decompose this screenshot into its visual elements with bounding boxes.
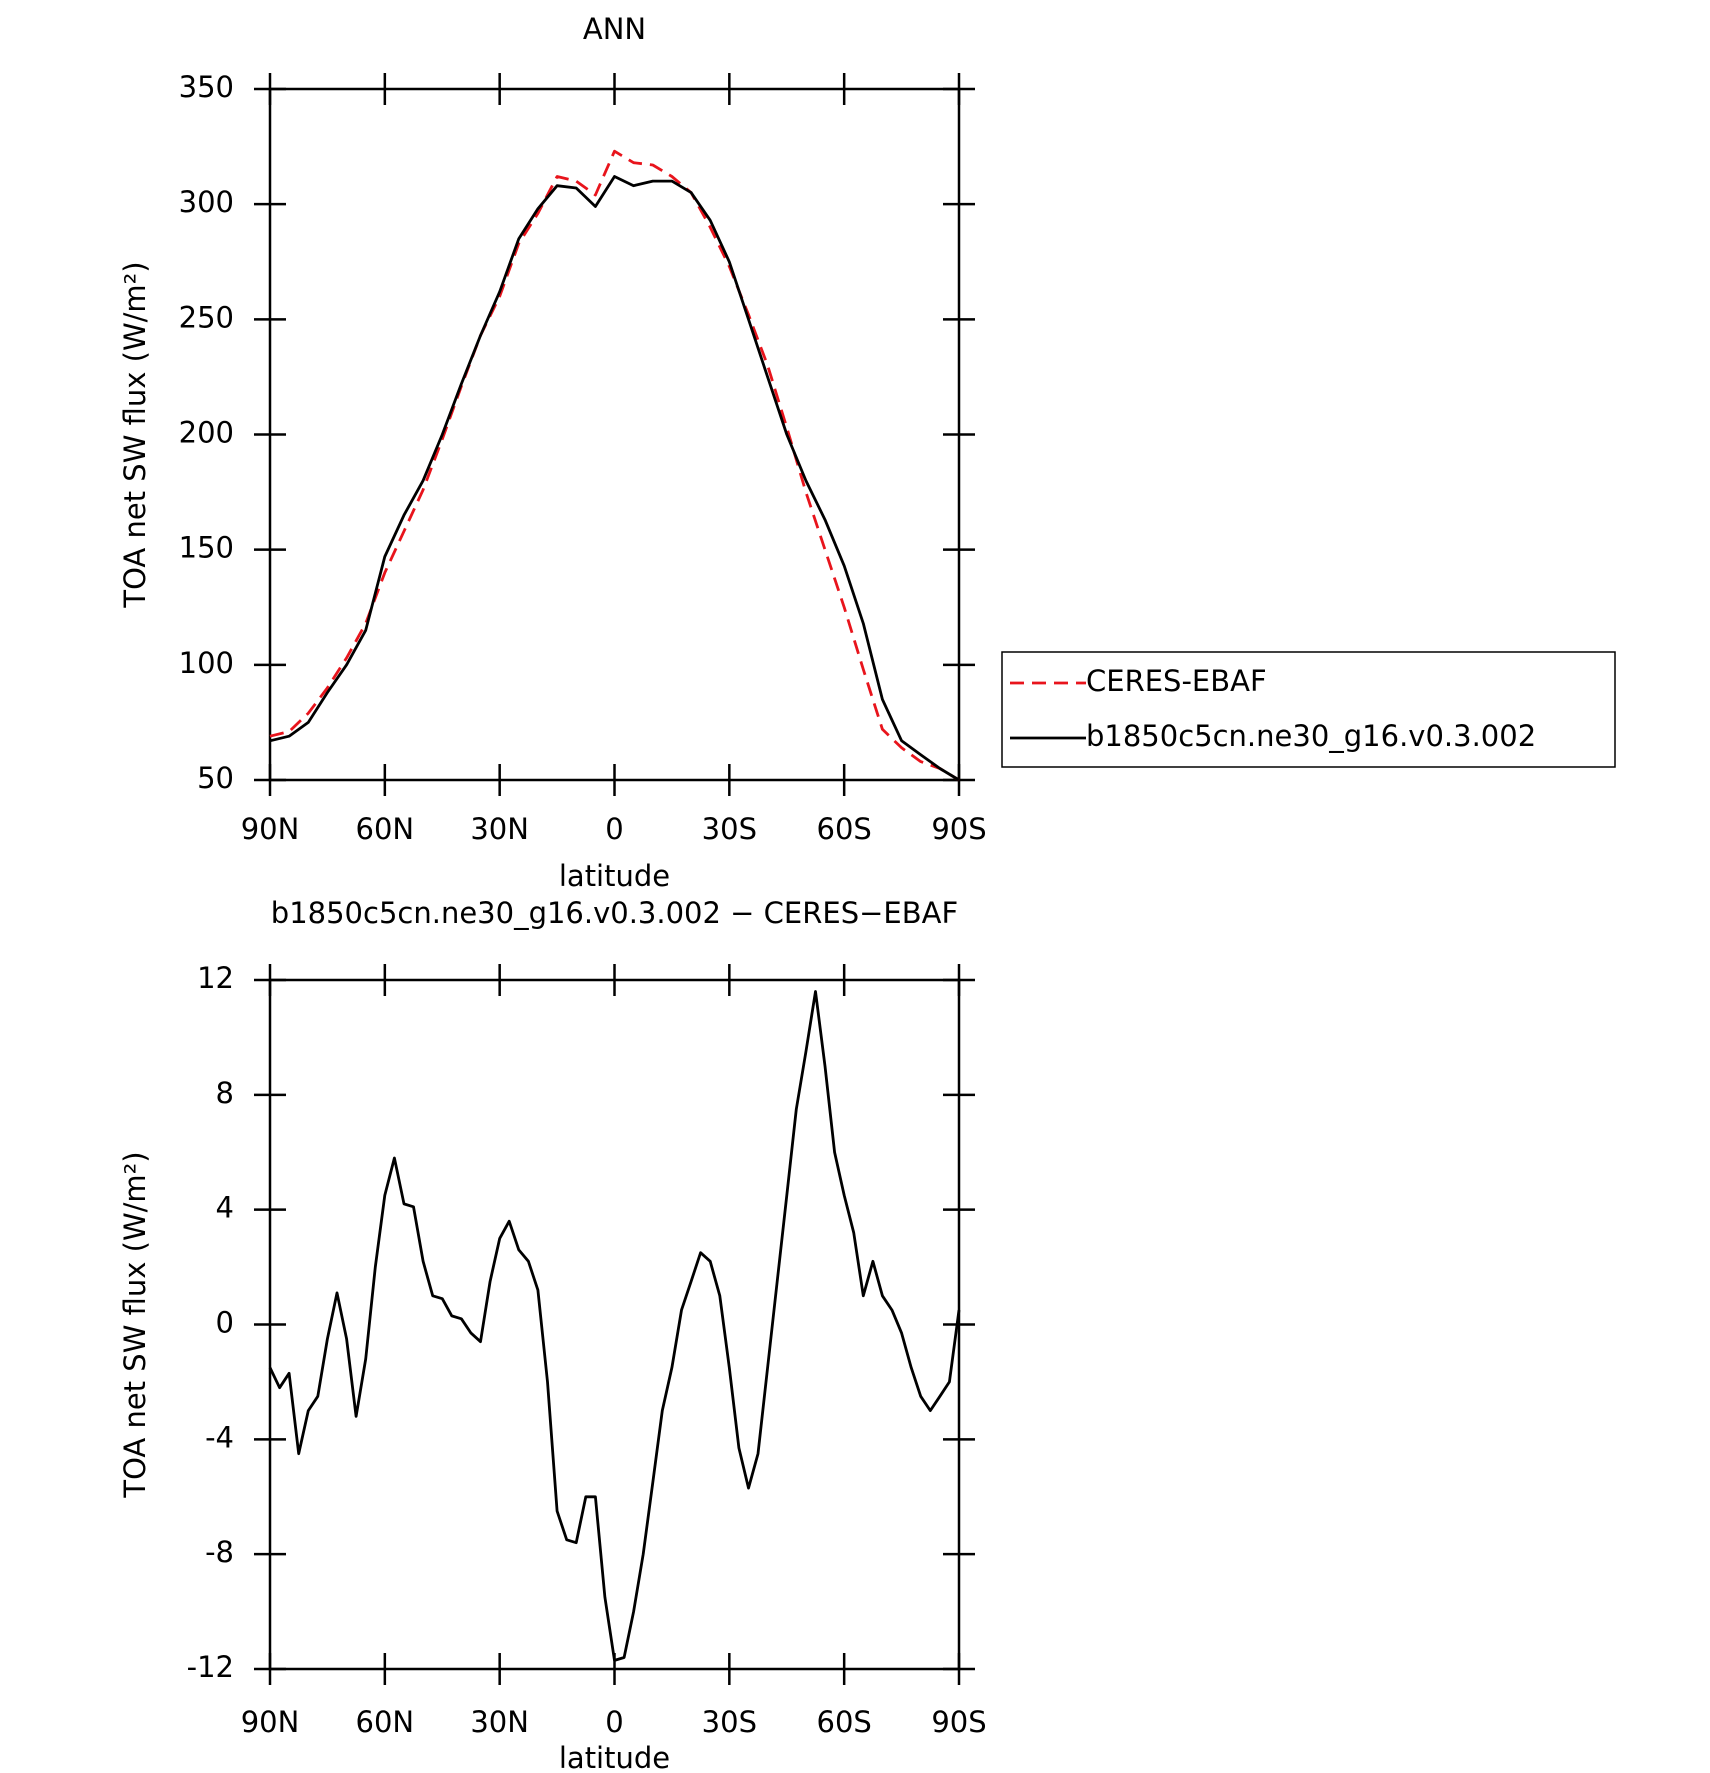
y-tick-label: 4 (216, 1191, 234, 1225)
x-tick-label: 60N (356, 812, 415, 846)
y-tick-label: -12 (187, 1650, 234, 1684)
x-axis-label: latitude (559, 859, 670, 893)
x-tick-label: 30N (470, 1705, 529, 1739)
chart-title: ANN (583, 12, 646, 46)
x-tick-label: 0 (605, 1705, 623, 1739)
x-tick-label: 30S (702, 812, 757, 846)
y-tick-label: 250 (179, 300, 234, 334)
x-tick-label: 90S (931, 1705, 986, 1739)
y-tick-label: 50 (197, 761, 234, 795)
data-line (269, 149, 960, 782)
x-tick-label: 60S (817, 1705, 872, 1739)
legend-box (1001, 651, 1616, 768)
x-tick-label: 90N (241, 812, 300, 846)
y-tick-label: 150 (179, 531, 234, 565)
plot-frame (268, 87, 961, 782)
x-tick-label: 90S (931, 812, 986, 846)
legend-label: CERES-EBAF (1086, 664, 1267, 698)
x-axis-label: latitude (559, 1741, 670, 1773)
chart-title: b1850c5cn.ne30_g16.v0.3.002 − CERES−EBAF (271, 896, 958, 930)
y-tick-label: -4 (205, 1420, 234, 1454)
y-tick-label: 350 (179, 70, 234, 104)
x-tick-label: 60S (817, 812, 872, 846)
y-tick-label: -8 (205, 1535, 234, 1569)
data-line (269, 175, 960, 782)
y-axis-label: TOA net SW flux (W/m²) (118, 1151, 152, 1498)
y-tick-label: 100 (179, 646, 234, 680)
y-tick-label: 0 (216, 1306, 234, 1340)
data-line (268, 990, 961, 1662)
x-tick-label: 0 (605, 812, 623, 846)
y-tick-label: 12 (197, 961, 234, 995)
x-tick-label: 30S (702, 1705, 757, 1739)
y-tick-label: 200 (179, 416, 234, 450)
x-tick-label: 60N (356, 1705, 415, 1739)
x-tick-label: 90N (241, 1705, 300, 1739)
y-tick-label: 300 (179, 185, 234, 219)
y-tick-label: 8 (216, 1076, 234, 1110)
x-tick-label: 30N (470, 812, 529, 846)
legend-label: b1850c5cn.ne30_g16.v0.3.002 (1086, 719, 1536, 753)
plot-frame (268, 978, 961, 1671)
y-axis-label: TOA net SW flux (W/m²) (118, 261, 152, 608)
